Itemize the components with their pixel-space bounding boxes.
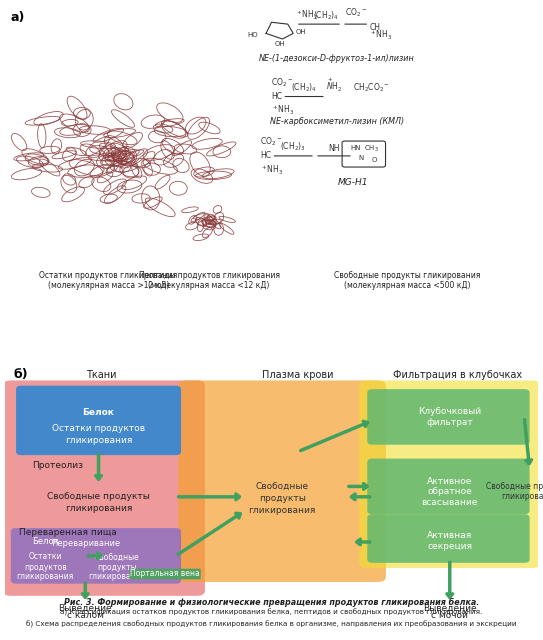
Text: Переваривание: Переваривание <box>50 538 120 547</box>
Text: $^+$NH$_3$: $^+$NH$_3$ <box>271 104 294 117</box>
Text: Клубочковый: Клубочковый <box>418 407 481 416</box>
Text: Остатки продуктов: Остатки продуктов <box>52 424 145 433</box>
FancyBboxPatch shape <box>367 459 529 514</box>
Text: CO$_2$$^-$: CO$_2$$^-$ <box>345 7 367 19</box>
Text: гликирования: гликирования <box>501 492 543 501</box>
Text: Белок: Белок <box>83 408 115 417</box>
Text: OH: OH <box>274 41 285 47</box>
Text: а) Классификация остатков продуктов гликирования белка, пептидов и свободных про: а) Классификация остатков продуктов глик… <box>60 609 483 616</box>
Text: Свободные: Свободные <box>256 482 309 491</box>
Text: с мочой: с мочой <box>431 611 468 620</box>
Text: Активная: Активная <box>427 531 472 540</box>
Text: гликирования: гликирования <box>65 504 132 513</box>
Text: гликирования: гликирования <box>89 572 146 580</box>
Text: NE-(1-дезокси-D-фруктоз-1-ил)лизин: NE-(1-дезокси-D-фруктоз-1-ил)лизин <box>259 54 414 63</box>
Text: Пептиды продуктов гликирования
(молекулярная масса <12 кД): Пептиды продуктов гликирования (молекуля… <box>138 271 280 291</box>
Text: CO$_2$$^-$: CO$_2$$^-$ <box>272 77 293 89</box>
Text: (CH$_2$)$_3$: (CH$_2$)$_3$ <box>280 140 306 153</box>
Text: Остатки: Остатки <box>29 552 62 561</box>
Text: Портальная вена: Портальная вена <box>130 570 200 579</box>
Text: MG-H1: MG-H1 <box>338 178 368 187</box>
FancyBboxPatch shape <box>16 386 181 455</box>
Text: фильтрат: фильтрат <box>426 418 473 427</box>
Text: Протеолиз: Протеолиз <box>32 461 83 470</box>
Text: гликирования: гликирования <box>65 436 132 445</box>
FancyBboxPatch shape <box>367 389 529 445</box>
Text: всасывание: всасывание <box>421 497 478 506</box>
Text: OH: OH <box>296 29 307 35</box>
FancyBboxPatch shape <box>179 380 386 582</box>
Text: $^+$NH$_3$: $^+$NH$_3$ <box>260 163 283 177</box>
Text: O: O <box>372 157 377 163</box>
Text: NE-карбоксиметил-лизин (КМЛ): NE-карбоксиметил-лизин (КМЛ) <box>269 117 404 126</box>
Text: Рис. 3. Формирование и физиологические превращения продуктов гликирования белка.: Рис. 3. Формирование и физиологические п… <box>64 598 479 607</box>
Text: гликирования: гликирования <box>17 572 74 580</box>
Text: Плазма крови: Плазма крови <box>262 370 334 380</box>
Text: Выведение: Выведение <box>423 604 477 613</box>
Text: Остатки продуктов гликирования
(молекулярная масса >12 кД): Остатки продуктов гликирования (молекуля… <box>40 271 178 291</box>
Text: Свободные продукты: Свободные продукты <box>47 492 150 501</box>
Text: HN: HN <box>350 145 361 152</box>
FancyBboxPatch shape <box>367 514 529 563</box>
Text: (CH$_2$)$_4$: (CH$_2$)$_4$ <box>291 81 317 93</box>
Text: Свободные продукты: Свободные продукты <box>486 482 543 491</box>
Text: CH$_2$CO$_2$$^-$: CH$_2$CO$_2$$^-$ <box>353 81 390 93</box>
Text: продукты: продукты <box>97 563 137 572</box>
Text: Фильтрация в клубочках: Фильтрация в клубочках <box>393 370 522 380</box>
Text: Белок: Белок <box>32 537 59 546</box>
Text: Ткани: Ткани <box>86 370 116 380</box>
Text: б) Схема распределения свободных продуктов гликирования белка в организме, напра: б) Схема распределения свободных продукт… <box>26 621 517 628</box>
Text: $^+$NH$_2$: $^+$NH$_2$ <box>295 8 318 22</box>
Text: Выведение: Выведение <box>59 604 112 613</box>
Text: продуктов: продуктов <box>24 563 67 572</box>
Text: (CH$_2$)$_4$: (CH$_2$)$_4$ <box>313 9 339 22</box>
Text: HO: HO <box>247 32 258 38</box>
Text: а): а) <box>11 11 25 24</box>
Text: CH$_3$: CH$_3$ <box>364 143 380 154</box>
Text: Переваренная пища: Переваренная пища <box>19 528 117 537</box>
Text: CO$_2$$^-$: CO$_2$$^-$ <box>261 136 282 148</box>
Text: NH: NH <box>328 144 340 153</box>
Text: обратное: обратное <box>427 487 472 496</box>
Text: Свободные продукты гликирования
(молекулярная масса <500 кД): Свободные продукты гликирования (молекул… <box>334 271 481 291</box>
Text: продукты: продукты <box>258 494 306 503</box>
Text: б): б) <box>14 368 28 381</box>
Text: гликирования: гликирования <box>249 506 316 515</box>
Text: секреция: секреция <box>427 541 472 550</box>
Text: CH: CH <box>369 23 380 33</box>
Text: $^+$NH$_3$: $^+$NH$_3$ <box>369 29 393 42</box>
FancyBboxPatch shape <box>359 380 540 568</box>
FancyBboxPatch shape <box>3 380 205 596</box>
FancyBboxPatch shape <box>11 528 181 584</box>
Text: $\overset{+}{N}$H$_2$: $\overset{+}{N}$H$_2$ <box>326 76 342 93</box>
Text: HC: HC <box>261 152 272 161</box>
Text: N: N <box>358 155 364 161</box>
Text: HC: HC <box>272 92 282 101</box>
Text: Активное: Активное <box>427 477 472 486</box>
Text: с калом: с калом <box>67 611 104 620</box>
Text: Свободные: Свободные <box>95 552 140 561</box>
